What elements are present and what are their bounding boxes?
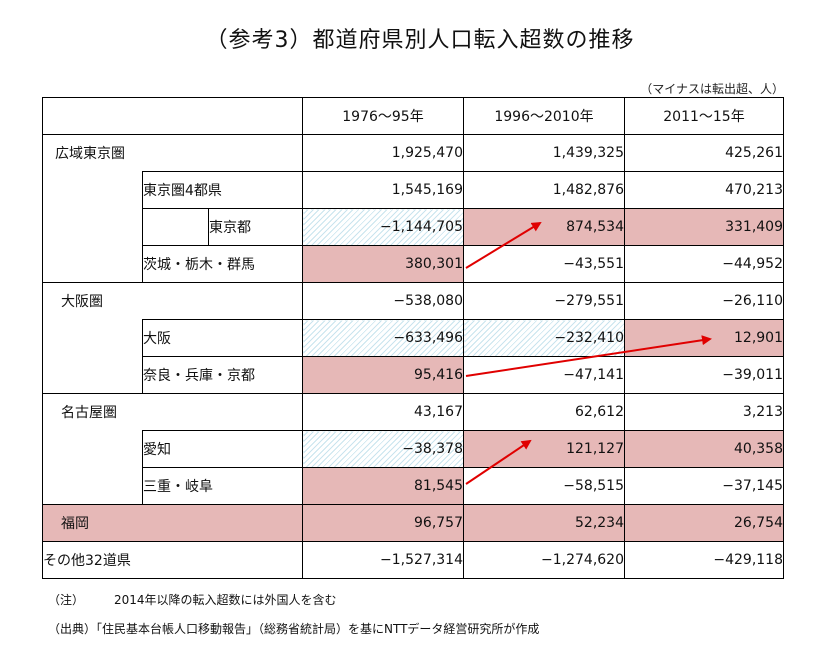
row-label: 東京都 <box>208 208 303 246</box>
cell-value: −39,011 <box>624 356 784 394</box>
row-label: 三重・岐阜 <box>142 467 303 505</box>
cell-value: 12,901 <box>624 319 784 357</box>
table-row: 茨城・栃木・群馬 380,301 −43,551 −44,952 <box>43 245 784 283</box>
row-label: その他32道県 <box>42 541 303 579</box>
indent-cell <box>42 319 143 394</box>
cell-value: 331,409 <box>624 208 784 246</box>
table-row: 福岡 96,757 52,234 26,754 <box>42 504 784 542</box>
table-row: その他32道県 −1,527,314 −1,274,620 −429,118 <box>42 541 784 579</box>
page-title: （参考3）都道府県別人口転入超数の推移 <box>205 28 635 53</box>
note-label: （注） <box>48 593 85 607</box>
cell-value: −1,527,314 <box>302 541 464 579</box>
cell-value: 52,234 <box>463 504 625 542</box>
table-row: 愛知 −38,378 121,127 40,358 <box>42 430 784 505</box>
table-row: 三重・岐阜 81,545 −58,515 −37,145 <box>43 467 784 505</box>
table-row: 東京圏4都県 1,545,169 1,482,876 470,213 <box>42 171 784 283</box>
cell-value: −38,378 <box>302 430 464 468</box>
cell-value: 81,545 <box>302 467 464 505</box>
cell-value: 26,754 <box>624 504 784 542</box>
row-label: 茨城・栃木・群馬 <box>142 245 303 283</box>
row-label: 広域東京圏 <box>42 134 303 172</box>
cell-value: −1,274,620 <box>463 541 625 579</box>
cell-value: 874,534 <box>463 208 625 246</box>
cell-value: −232,410 <box>463 319 625 357</box>
cell-value: −429,118 <box>624 541 784 579</box>
cell-value: −58,515 <box>463 467 625 505</box>
header-row: 1976～95年 1996～2010年 2011～15年 <box>42 97 784 135</box>
row-label: 奈良・兵庫・京都 <box>142 356 303 394</box>
cell-value: 380,301 <box>302 245 464 283</box>
row-label: 大阪圏 <box>42 282 303 320</box>
cell-value: −37,145 <box>624 467 784 505</box>
source-note: （出典）「住民基本台帳人口移動報告」（総務省統計局）を基にNTTデータ経営研究所… <box>48 622 540 636</box>
column-header: 1996～2010年 <box>463 97 625 135</box>
table-row: 名古屋圏 43,167 62,612 3,213 <box>42 393 784 431</box>
cell-value: −538,080 <box>302 282 464 320</box>
cell-value: 425,261 <box>624 134 784 172</box>
row-label: 福岡 <box>42 504 303 542</box>
indent-cell <box>42 430 143 505</box>
cell-value: 40,358 <box>624 430 784 468</box>
cell-value: −43,551 <box>463 245 625 283</box>
row-label: 大阪 <box>142 319 303 357</box>
indent-cell <box>42 171 143 283</box>
cell-value: 1,482,876 <box>463 171 625 209</box>
row-label: 愛知 <box>142 430 303 468</box>
table-row: 東京都 −1,144,705 874,534 331,409 <box>43 208 784 246</box>
note-text: 2014年以降の転入超数には外国人を含む <box>114 593 337 607</box>
indent-cell <box>142 208 209 246</box>
cell-value: −1,144,705 <box>302 208 464 246</box>
cell-value: 1,439,325 <box>463 134 625 172</box>
cell-value: 121,127 <box>463 430 625 468</box>
cell-value: −47,141 <box>463 356 625 394</box>
table-row: 大阪圏 −538,080 −279,551 −26,110 <box>42 282 784 320</box>
cell-value: 1,545,169 <box>302 171 464 209</box>
cell-value: 62,612 <box>463 393 625 431</box>
table-row: 広域東京圏 1,925,470 1,439,325 425,261 <box>42 134 784 172</box>
cell-value: 3,213 <box>624 393 784 431</box>
cell-value: 470,213 <box>624 171 784 209</box>
cell-value: −633,496 <box>302 319 464 357</box>
cell-value: 43,167 <box>302 393 464 431</box>
column-header: 1976～95年 <box>302 97 464 135</box>
table-row: 大阪 −633,496 −232,410 12,901 <box>42 319 784 394</box>
header-blank <box>42 97 303 135</box>
row-label: 東京圏4都県 <box>142 171 303 209</box>
cell-value: 95,416 <box>302 356 464 394</box>
note: （注） 2014年以降の転入超数には外国人を含む <box>48 591 337 608</box>
row-label: 名古屋圏 <box>42 393 303 431</box>
cell-value: 1,925,470 <box>302 134 464 172</box>
cell-value: −44,952 <box>624 245 784 283</box>
unit-note: （マイナスは転出超、人） <box>640 82 784 96</box>
table-row: 奈良・兵庫・京都 95,416 −47,141 −39,011 <box>43 356 784 394</box>
cell-value: −26,110 <box>624 282 784 320</box>
cell-value: −279,551 <box>463 282 625 320</box>
migration-table: 1976～95年 1996～2010年 2011～15年 広域東京圏 1,925… <box>42 97 784 579</box>
column-header: 2011～15年 <box>624 97 784 135</box>
cell-value: 96,757 <box>302 504 464 542</box>
